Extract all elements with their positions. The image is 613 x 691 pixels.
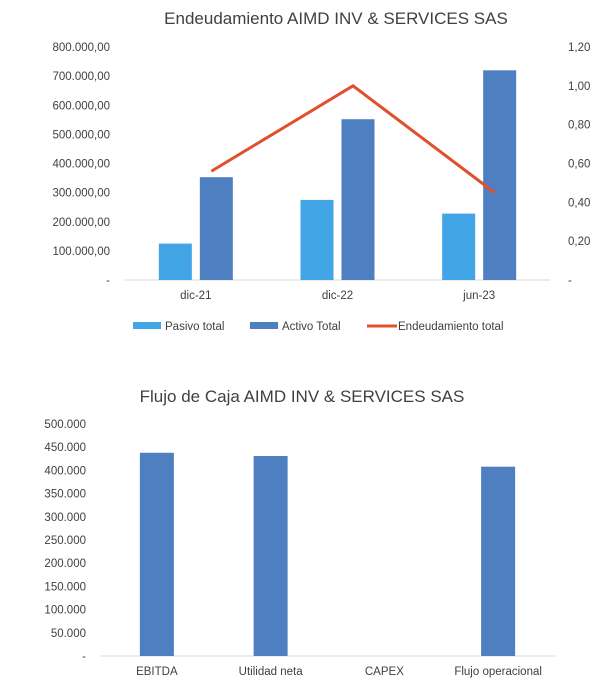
- y-tick-label: 400.000: [44, 465, 86, 477]
- debt-chart-title: Endeudamiento AIMD INV & SERVICES SAS: [164, 9, 508, 28]
- y-tick-label: 300.000,00: [52, 188, 110, 200]
- bar-activo-total: [199, 177, 233, 280]
- y2-tick-label: 0,40: [568, 197, 590, 209]
- y2-tick-label: 1,00: [568, 81, 590, 93]
- x-tick-label: jun-23: [462, 290, 495, 302]
- y-tick-label: 700.000,00: [52, 71, 110, 83]
- y-tick-label: 100.000: [44, 605, 86, 617]
- y-tick-label: 50.000: [51, 628, 86, 640]
- y-tick-label: 500.000,00: [52, 129, 110, 141]
- y-tick-label: 600.000,00: [52, 100, 110, 112]
- cash-flow-chart: Flujo de Caja AIMD INV & SERVICES SAS - 5…: [44, 387, 555, 678]
- y-tick-label: -: [106, 275, 110, 287]
- y-tick-label: 200.000: [44, 558, 86, 570]
- legend-swatch: [133, 322, 161, 329]
- legend-label: Activo Total: [282, 321, 341, 333]
- y-tick-label: 800.000,00: [52, 42, 110, 54]
- debt-chart: Endeudamiento AIMD INV & SERVICES SAS - 1…: [52, 9, 590, 333]
- bar-pasivo-total: [442, 213, 476, 280]
- y2-tick-label: -: [568, 275, 572, 287]
- bar-pasivo-total: [300, 199, 334, 280]
- x-tick-label: EBITDA: [136, 666, 178, 678]
- y-tick-label: -: [82, 651, 86, 663]
- bar-activo-total: [341, 119, 375, 280]
- y-tick-label: 300.000: [44, 512, 86, 524]
- bar-utilidad-neta: [253, 456, 288, 656]
- y-tick-label: 450.000: [44, 442, 86, 454]
- x-tick-label: Flujo operacional: [454, 666, 542, 678]
- bar-pasivo-total: [158, 243, 192, 280]
- cash-flow-chart-title: Flujo de Caja AIMD INV & SERVICES SAS: [140, 387, 465, 406]
- y2-tick-label: 0,80: [568, 120, 590, 132]
- x-tick-label: dic-22: [322, 290, 353, 302]
- x-tick-label: dic-21: [180, 290, 211, 302]
- y-tick-label: 350.000: [44, 489, 86, 501]
- bar-activo-total: [483, 70, 517, 280]
- legend-swatch: [250, 322, 278, 329]
- x-tick-label: CAPEX: [365, 666, 404, 678]
- bar-ebitda: [139, 452, 174, 656]
- x-tick-label: Utilidad neta: [239, 666, 304, 678]
- bar-flujo-operacional: [481, 466, 516, 656]
- y-tick-label: 150.000: [44, 581, 86, 593]
- y-tick-label: 500.000: [44, 419, 86, 431]
- y-tick-label: 200.000,00: [52, 217, 110, 229]
- legend-label: Pasivo total: [165, 321, 224, 333]
- y2-tick-label: 1,20: [568, 42, 590, 54]
- y2-tick-label: 0,20: [568, 236, 590, 248]
- y-tick-label: 250.000: [44, 535, 86, 547]
- y2-tick-label: 0,60: [568, 159, 590, 171]
- y-tick-label: 400.000,00: [52, 159, 110, 171]
- legend-label: Endeudamiento total: [398, 321, 504, 333]
- line-endeudamiento-total: [210, 84, 496, 194]
- y-tick-label: 100.000,00: [52, 246, 110, 258]
